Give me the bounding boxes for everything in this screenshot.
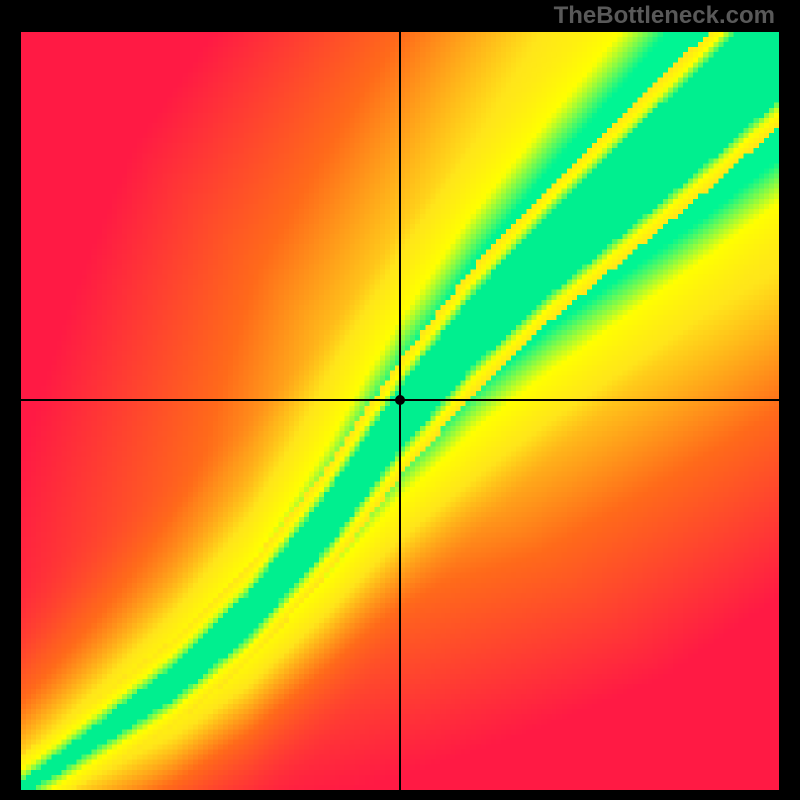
crosshair-vertical [399,32,401,790]
source-watermark: TheBottleneck.com [554,2,775,30]
crosshair-dot [395,395,405,405]
